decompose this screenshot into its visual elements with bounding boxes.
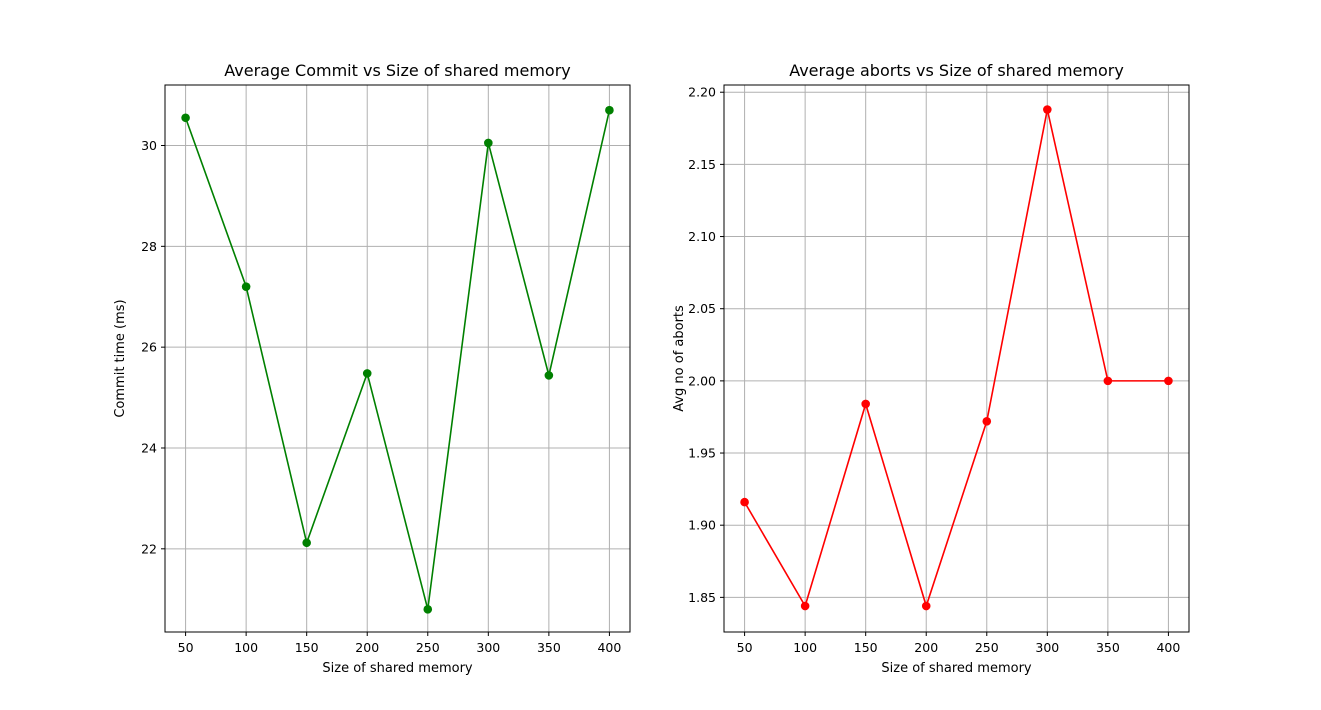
y-tick-label: 24 [141, 440, 157, 455]
x-tick-label: 300 [476, 640, 500, 655]
x-tick-label: 400 [1156, 640, 1180, 655]
x-tick-label: 150 [295, 640, 319, 655]
grid [165, 85, 630, 632]
x-tick-label: 300 [1035, 640, 1059, 655]
y-tick-label: 26 [141, 340, 157, 355]
series-line [743, 109, 1169, 609]
x-tick-label: 200 [355, 640, 379, 655]
y-tick-label: 30 [141, 138, 157, 153]
x-tick-label: 150 [854, 640, 878, 655]
x-tick-label: 50 [737, 640, 753, 655]
x-tick-label: 200 [914, 640, 938, 655]
plot-frame [723, 84, 1190, 633]
commit-time-chart: Average Commit vs Size of shared memory … [113, 61, 631, 676]
plot-frame [164, 84, 631, 633]
y-tick-label: 2.10 [688, 229, 716, 244]
chart-title: Average Commit vs Size of shared memory [224, 61, 571, 80]
x-tick-label: 350 [1096, 640, 1120, 655]
data-point [181, 113, 190, 123]
data-point [362, 369, 372, 378]
aborts-chart: Average aborts vs Size of shared memory … [672, 61, 1190, 676]
x-axis-label: Size of shared memory [322, 661, 473, 676]
x-tick-label: 400 [597, 640, 621, 655]
y-axis-label: Commit time (ms) [113, 299, 128, 417]
y-tick-label: 1.95 [688, 446, 716, 461]
data-point [861, 399, 870, 409]
data-point [740, 497, 749, 507]
data-point [241, 282, 251, 291]
chart-title: Average aborts vs Size of shared memory [789, 61, 1124, 80]
data-point [1164, 376, 1173, 386]
x-tick-label: 250 [975, 640, 999, 655]
data-point [423, 605, 433, 614]
x-tick-label: 250 [416, 640, 440, 655]
data-point [1103, 376, 1113, 386]
data-point [982, 416, 992, 426]
x-tick-label: 50 [178, 640, 194, 655]
y-tick-label: 2.05 [688, 301, 716, 316]
y-tick-label: 1.90 [688, 518, 716, 533]
x-tick-label: 350 [537, 640, 561, 655]
data-point [302, 538, 311, 548]
y-tick-label: 22 [141, 541, 157, 556]
x-axis-label: Size of shared memory [881, 661, 1032, 676]
y-tick-label: 2.00 [688, 373, 716, 388]
grid [724, 85, 1189, 632]
data-point [544, 371, 554, 380]
x-tick-label: 100 [234, 640, 258, 655]
y-tick-label: 2.15 [688, 157, 716, 172]
data-point [1043, 105, 1052, 114]
y-tick-label: 1.85 [688, 590, 716, 605]
data-point [800, 601, 810, 611]
series-line [184, 110, 611, 610]
y-tick-label: 2.20 [688, 85, 716, 100]
data-point [484, 138, 493, 148]
y-tick-label: 28 [141, 239, 157, 254]
y-axis-label: Avg no of aborts [672, 305, 687, 412]
x-tick-label: 100 [793, 640, 817, 655]
data-point [605, 105, 614, 115]
data-point [921, 601, 931, 611]
